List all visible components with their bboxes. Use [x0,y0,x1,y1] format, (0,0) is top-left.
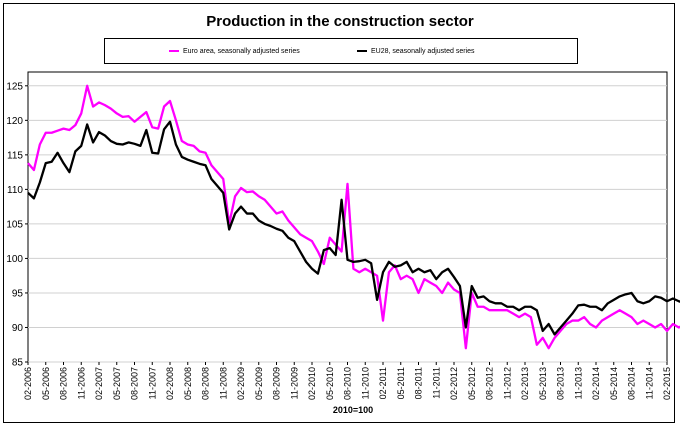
x-tick-label: 11-2006 [76,367,86,399]
x-tick-label: 02-2013 [520,367,530,400]
x-tick-label: 05-2013 [538,367,548,400]
y-tick-label: 90 [12,323,24,334]
x-tick-label: 05-2007 [112,367,122,400]
y-tick-label: 125 [6,81,23,92]
x-tick-label: 11-2013 [573,367,583,399]
chart-title: Production in the construction sector [206,13,474,30]
y-tick-label: 105 [6,219,23,230]
x-tick-label: 02-2014 [591,367,601,400]
x-tick-label: 08-2012 [485,367,495,400]
x-tick-label: 05-2012 [467,367,477,400]
x-tick-label: 02-2006 [23,367,33,400]
x-tick-label: 11-2007 [147,367,157,399]
x-tick-label: 08-2009 [272,367,282,400]
x-tick-label: 02-2012 [449,367,459,400]
chart-frame [3,3,675,423]
x-tick-label: 08-2008 [201,367,211,400]
x-tick-label: 08-2007 [130,367,140,400]
legend-item-eu28: EU28, seasonally adjusted series [357,47,475,57]
legend-label-euro-area: Euro area, seasonally adjusted series [183,48,300,55]
x-tick-label: 08-2006 [59,367,69,400]
x-tick-label: 02-2010 [307,367,317,400]
y-tick-label: 100 [6,254,23,265]
x-tick-label: 11-2011 [431,367,441,399]
legend-item-euro-area: Euro area, seasonally adjusted series [169,47,300,57]
x-tick-label: 05-2008 [183,367,193,400]
x-tick-label: 11-2012 [502,367,512,399]
y-tick-label: 115 [7,150,23,161]
x-tick-label: 02-2009 [236,367,246,400]
x-tick-label: 05-2006 [41,367,51,400]
x-axis-label: 2010=100 [333,405,373,415]
series-line-eu28 [27,120,680,336]
legend-label-eu28: EU28, seasonally adjusted series [371,48,475,55]
y-tick-label: 95 [12,288,24,299]
plot-area [27,71,668,363]
x-tick-label: 02-2007 [94,367,104,400]
legend: Euro area, seasonally adjusted series EU… [104,38,578,64]
x-tick-label: 11-2009 [289,367,299,399]
x-tick-label: 02-2008 [165,367,175,400]
x-tick-label: 02-2011 [378,367,388,399]
x-tick-label: 08-2014 [627,367,637,400]
x-tick-label: 05-2010 [325,367,335,400]
x-tick-label: 02-2015 [662,367,672,400]
x-tick-label: 05-2009 [254,367,264,400]
x-tick-label: 11-2008 [218,367,228,399]
x-tick-label: 08-2010 [343,367,353,400]
x-tick-label: 11-2014 [644,367,654,399]
x-tick-label: 11-2010 [360,367,370,399]
x-tick-label: 05-2014 [609,367,619,400]
x-tick-label: 08-2013 [556,367,566,400]
series-line-euro-area [27,84,680,350]
y-tick-label: 85 [12,358,24,369]
legend-swatch-euro-area [169,50,179,53]
y-tick-label: 120 [6,116,23,127]
x-tick-label: 08-2011 [414,367,424,399]
x-tick-label: 05-2011 [396,367,406,399]
y-tick-label: 110 [7,185,23,196]
legend-swatch-eu28 [357,50,367,53]
